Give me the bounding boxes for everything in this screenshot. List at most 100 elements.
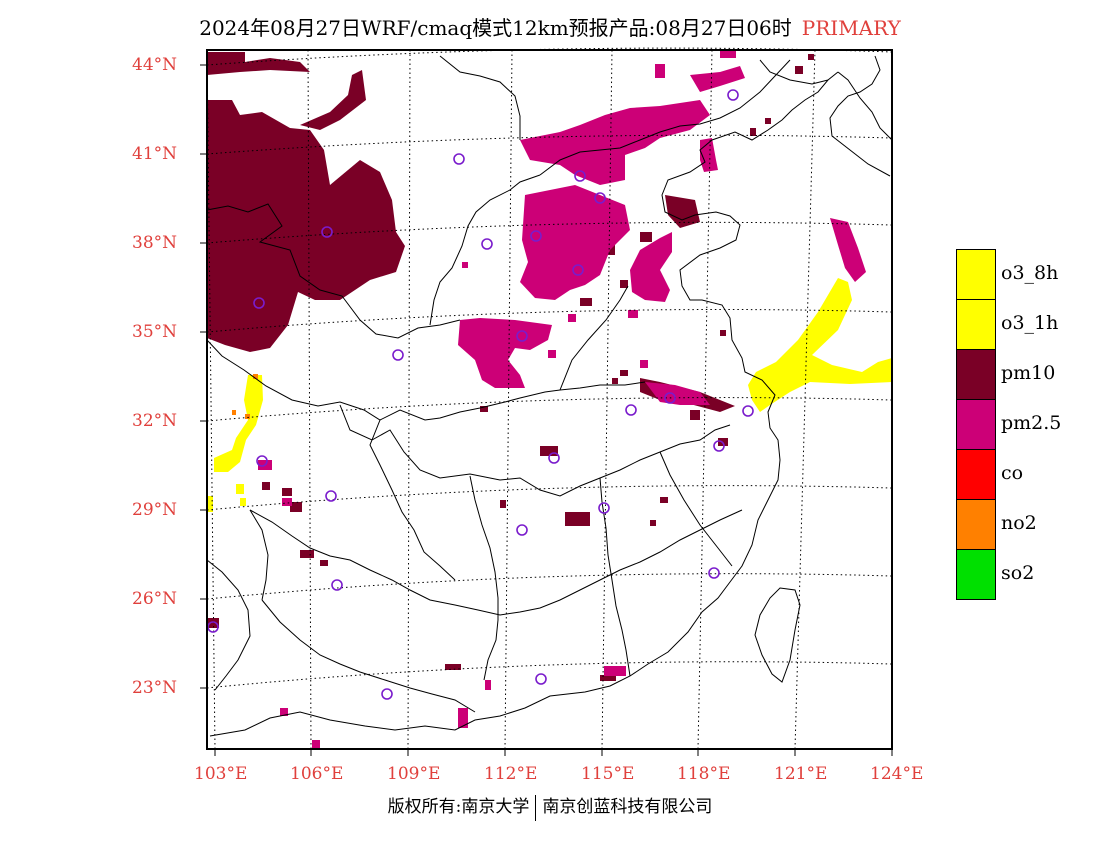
station-marker [548,452,560,464]
lat-label-23n: 23°N [132,678,178,698]
border-k [261,599,476,713]
legend-label: no2 [1001,512,1037,534]
border-i [659,451,733,567]
legend-label: co [1001,462,1024,484]
pm10-region-shandong [665,195,700,228]
legend-swatch [956,549,996,600]
border-n [249,509,269,601]
title-main: 2024年08月27日WRF/cmaq模式12km预报产品:08月27日06时 [199,16,792,40]
lon-label-124e: 124°E [870,764,924,784]
lon-label-103e: 103°E [194,764,248,784]
legend-swatch [956,399,996,450]
border-m [206,559,251,691]
border-o [439,55,521,140]
title-primary-tag: PRIMARY [801,16,901,40]
border-f [469,475,499,681]
legend-label: pm10 [1001,362,1056,384]
station-marker [598,502,610,514]
pm10-region-northwest-arm [300,70,366,130]
legend-swatch [956,299,996,350]
lat-label-32n: 32°N [132,411,178,431]
border-c [429,174,541,326]
o3-region-east-coast [748,278,892,412]
station-marker [530,230,542,242]
o3-region-sichuan [214,375,263,472]
station-marker [516,524,528,536]
station-marker [594,192,606,204]
station-marker [727,89,739,101]
station-marker [625,404,637,416]
pm25-region-shandong-belt [630,232,672,302]
station-marker [742,405,754,417]
o3-regions [207,278,892,512]
station-marker [325,490,337,502]
border-l [539,59,791,176]
pm25-region-yangtze-delta [645,382,710,405]
border-g [599,477,631,677]
legend-swatch [956,249,996,300]
station-marker [481,238,493,250]
station-marker [516,330,528,342]
station-marker [256,455,268,467]
legend-label: so2 [1001,562,1035,584]
copyright-divider [535,794,537,821]
lat-label-29n: 29°N [132,500,178,520]
pm25-region-northeast-coast [830,218,866,282]
border-e [249,509,743,616]
station-marker [453,153,465,165]
legend-label: o3_1h [1001,312,1059,334]
lon-label-118e: 118°E [677,764,731,784]
border-h [369,419,456,581]
legend-swatch [956,349,996,400]
lon-label-106e: 106°E [290,764,344,784]
pm10-region-north-edge [207,52,310,75]
pm10-region-northwest [207,100,405,352]
taiwan [754,587,801,683]
lon-label-109e: 109°E [387,764,441,784]
border-p [829,55,891,177]
legend-swatch [956,499,996,550]
map-frame [206,49,893,750]
station-marker [253,297,265,309]
legend-label: pm2.5 [1001,412,1062,434]
korea [837,71,893,141]
lat-label-26n: 26°N [132,589,178,609]
map-title: 2024年08月27日WRF/cmaq模式12km预报产品:08月27日06时 P… [0,12,1100,41]
border-d [339,404,731,497]
station-marker [572,264,584,276]
station-marker [535,673,547,685]
lat-label-35n: 35°N [132,322,178,342]
border-b [206,339,646,421]
coastline [209,71,839,737]
copyright-owner: 版权所有:南京大学 [387,797,530,817]
station-marker [381,688,393,700]
pm25-region-northern-belt [520,100,710,185]
pm25-region-north-china-plain [520,185,630,300]
pm25-regions [258,50,866,748]
station-marker [713,440,725,452]
lon-label-112e: 112°E [484,764,538,784]
pm25-region-henan [458,318,552,388]
no2-specks [232,374,258,419]
border-q [759,59,829,85]
legend-label: o3_8h [1001,262,1059,284]
station-marker [331,579,343,591]
copyright-company: 南京创蓝科技有限公司 [542,797,713,817]
station-marker [574,170,586,182]
station-markers [207,89,754,700]
copyright-footer: 版权所有:南京大学 南京创蓝科技有限公司 [0,792,1100,821]
border-j [559,285,629,391]
station-marker [392,349,404,361]
lon-label-115e: 115°E [581,764,635,784]
lat-label-38n: 38°N [132,233,178,253]
lat-label-44n: 44°N [132,55,178,75]
axis-ticks [200,64,893,756]
station-marker [708,567,720,579]
map-boundaries [206,55,893,737]
pm25-region-north-edge [690,66,745,92]
border-a [206,203,461,339]
legend-swatch [956,449,996,500]
station-marker [321,226,333,238]
station-marker [664,392,676,404]
